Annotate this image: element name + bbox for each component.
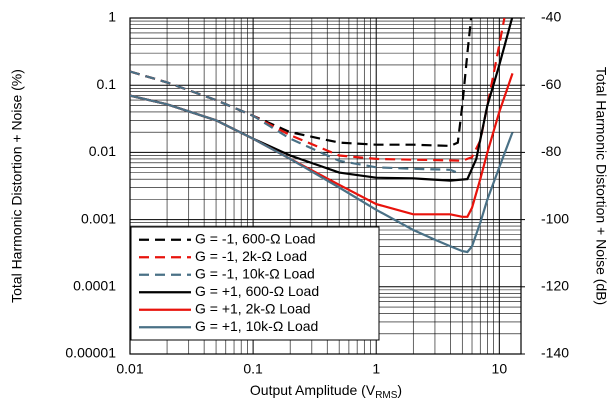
x-tick-label: 1 [372, 361, 380, 377]
series-line [130, 73, 514, 218]
x-axis-label-subscript: RMS [375, 390, 398, 401]
x-axis-label: Output Amplitude (VRMS) [250, 382, 402, 401]
y-tick-label: 0.001 [81, 210, 116, 226]
y-tick-label: 0.0001 [73, 278, 116, 294]
y2-axis-label: Total Harmonic Distortion + Noise (dB) [593, 67, 609, 305]
legend-box [130, 226, 380, 341]
series-line [130, 18, 514, 182]
y2-tick-label: -100 [541, 210, 569, 226]
legend-label: G = -1, 600-Ω Load [195, 230, 316, 246]
legend-label: G = -1, 10k-Ω Load [195, 265, 315, 281]
series-line [130, 18, 473, 148]
legend-label: G = +1, 10k-Ω Load [195, 318, 318, 334]
x-axis-label-suffix: ) [397, 382, 402, 398]
y2-tick-label: -40 [541, 9, 561, 25]
x-tick-label: 0.01 [116, 361, 143, 377]
series-line [130, 18, 506, 162]
x-axis-label-text: Output Amplitude (V [250, 382, 376, 398]
series-line [130, 70, 461, 175]
legend-label: G = +1, 600-Ω Load [195, 283, 319, 299]
y2-tick-label: -60 [541, 76, 561, 92]
plot-frame [129, 17, 522, 355]
y-tick-label: 1 [108, 9, 116, 25]
y-tick-label: 0.00001 [65, 345, 116, 361]
y-axis-label: Total Harmonic Distortion + Noise (%) [9, 69, 25, 303]
legend-label: G = +1, 2k-Ω Load [195, 300, 311, 316]
y-tick-label: 0.1 [97, 76, 117, 92]
x-tick-label: 10 [492, 361, 508, 377]
y2-tick-label: -140 [541, 345, 569, 361]
x-tick-label: 0.1 [243, 361, 263, 377]
series-line [130, 94, 514, 254]
y2-tick-label: -120 [541, 278, 569, 294]
y2-tick-label: -80 [541, 143, 561, 159]
legend-label: G = -1, 2k-Ω Load [195, 248, 307, 264]
y-tick-label: 0.01 [89, 143, 116, 159]
